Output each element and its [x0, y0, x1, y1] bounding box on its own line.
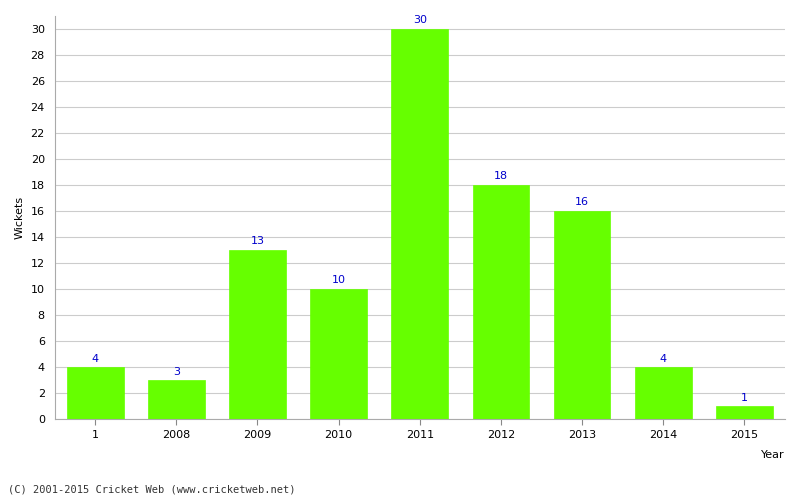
Bar [148, 380, 205, 420]
Text: 3: 3 [173, 366, 180, 376]
Text: 18: 18 [494, 172, 508, 181]
Bar [229, 250, 286, 420]
Bar [66, 368, 123, 420]
Text: 1: 1 [741, 392, 748, 402]
Bar [391, 30, 448, 420]
Text: 10: 10 [332, 276, 346, 285]
Text: 13: 13 [250, 236, 265, 246]
Bar [554, 212, 610, 420]
Y-axis label: Wickets: Wickets [15, 196, 25, 240]
Bar [716, 406, 773, 420]
Bar [473, 186, 530, 420]
Text: (C) 2001-2015 Cricket Web (www.cricketweb.net): (C) 2001-2015 Cricket Web (www.cricketwe… [8, 485, 295, 495]
Text: 30: 30 [413, 16, 426, 26]
Text: 4: 4 [660, 354, 667, 364]
Text: 4: 4 [91, 354, 98, 364]
Bar [635, 368, 692, 420]
Text: 16: 16 [575, 198, 589, 207]
Text: Year: Year [762, 450, 785, 460]
Bar [310, 290, 367, 420]
